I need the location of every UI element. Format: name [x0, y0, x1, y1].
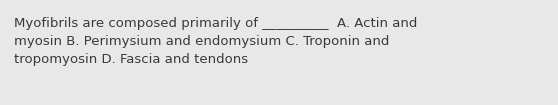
Text: Myofibrils are composed primarily of __________  A. Actin and
myosin B. Perimysi: Myofibrils are composed primarily of ___… [14, 17, 417, 66]
